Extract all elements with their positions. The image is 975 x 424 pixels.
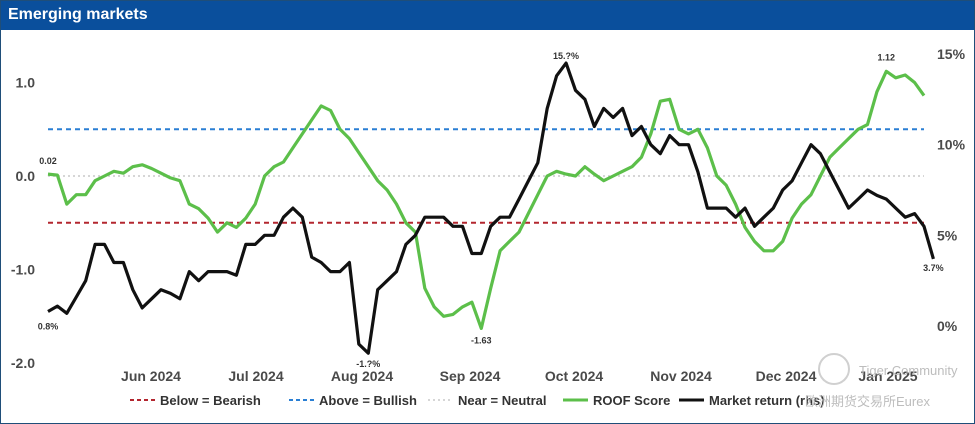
x-tick-label: Aug 2024	[331, 368, 393, 384]
data-label: 0.86	[925, 0, 943, 2]
x-tick-label: Jul 2024	[228, 368, 283, 384]
x-tick-label: Jan 2025	[858, 368, 917, 384]
data-label: 15.?%	[553, 51, 579, 61]
legend-label: Market return (rhs)	[709, 393, 825, 408]
data-label: 0.02	[39, 156, 57, 166]
x-tick-label: Oct 2024	[545, 368, 604, 384]
watermark-line2: 欧洲期货交易所Eurex	[805, 394, 930, 409]
right-axis: 15% 10% 5% 0%	[937, 46, 966, 334]
data-label: -1.?%	[356, 359, 380, 369]
right-tick-label: 0%	[937, 318, 958, 334]
legend-label: Near = Neutral	[458, 393, 547, 408]
data-labels: 0.02 0.8% -1.?% -1.63 15.?% 1.12 0.86 3.7%	[38, 0, 944, 369]
legend-label: ROOF Score	[593, 393, 670, 408]
x-tick-label: Dec 2024	[756, 368, 817, 384]
x-tick-label: Sep 2024	[440, 368, 501, 384]
chart-title: Emerging markets	[8, 6, 148, 23]
data-label: 1.12	[878, 52, 896, 62]
x-axis: Jun 2024 Jul 2024 Aug 2024 Sep 2024 Oct 2024…	[121, 368, 918, 384]
reference-lines	[48, 128, 924, 224]
left-axis: 1.0 0.0 -1.0 -2.0	[11, 75, 35, 372]
legend-label: Below = Bearish	[160, 393, 261, 408]
data-label: -1.63	[471, 335, 492, 345]
market-return-line	[47, 61, 935, 355]
legend-label: Above = Bullish	[319, 393, 417, 408]
left-tick-label: 1.0	[16, 75, 36, 91]
right-tick-label: 5%	[937, 227, 958, 243]
roof-score-line	[47, 69, 926, 330]
watermark: Tiger Community 欧洲期货交易所Eurex	[805, 353, 958, 409]
x-tick-label: Nov 2024	[650, 368, 712, 384]
left-tick-label: -1.0	[11, 262, 35, 278]
data-label: 0.8%	[38, 321, 59, 331]
watermark-line1: Tiger Community	[859, 363, 958, 378]
data-label: 3.7%	[923, 263, 944, 273]
series-lines	[47, 61, 935, 355]
right-tick-label: 10%	[937, 137, 966, 153]
right-tick-label: 15%	[937, 46, 966, 62]
watermark-logo-icon	[818, 353, 850, 385]
legend: Below = Bearish Above = Bullish Near = Neu…	[130, 393, 825, 408]
left-tick-label: 0.0	[16, 168, 36, 184]
x-tick-label: Jun 2024	[121, 368, 181, 384]
title-bar: Emerging markets	[1, 1, 974, 30]
left-tick-label: -2.0	[11, 355, 35, 371]
